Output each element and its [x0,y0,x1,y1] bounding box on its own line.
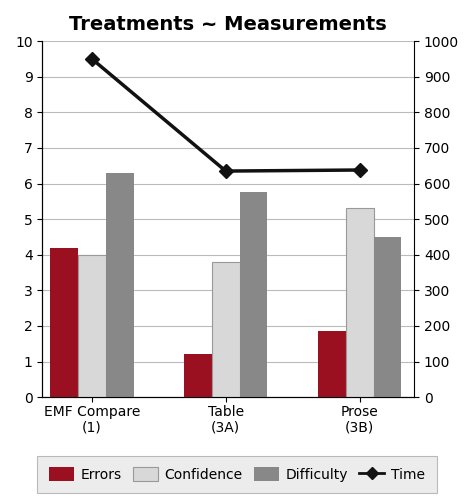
Bar [184,354,212,397]
Bar [50,248,78,397]
Bar [346,208,374,397]
Legend: Errors, Confidence, Difficulty, Time: Errors, Confidence, Difficulty, Time [37,456,437,493]
Bar [106,173,134,397]
Bar [212,262,240,397]
Title: Treatments ~ Measurements: Treatments ~ Measurements [69,15,387,34]
Bar [78,254,106,397]
Bar [318,332,346,397]
Bar [374,237,401,397]
Bar [240,192,267,397]
